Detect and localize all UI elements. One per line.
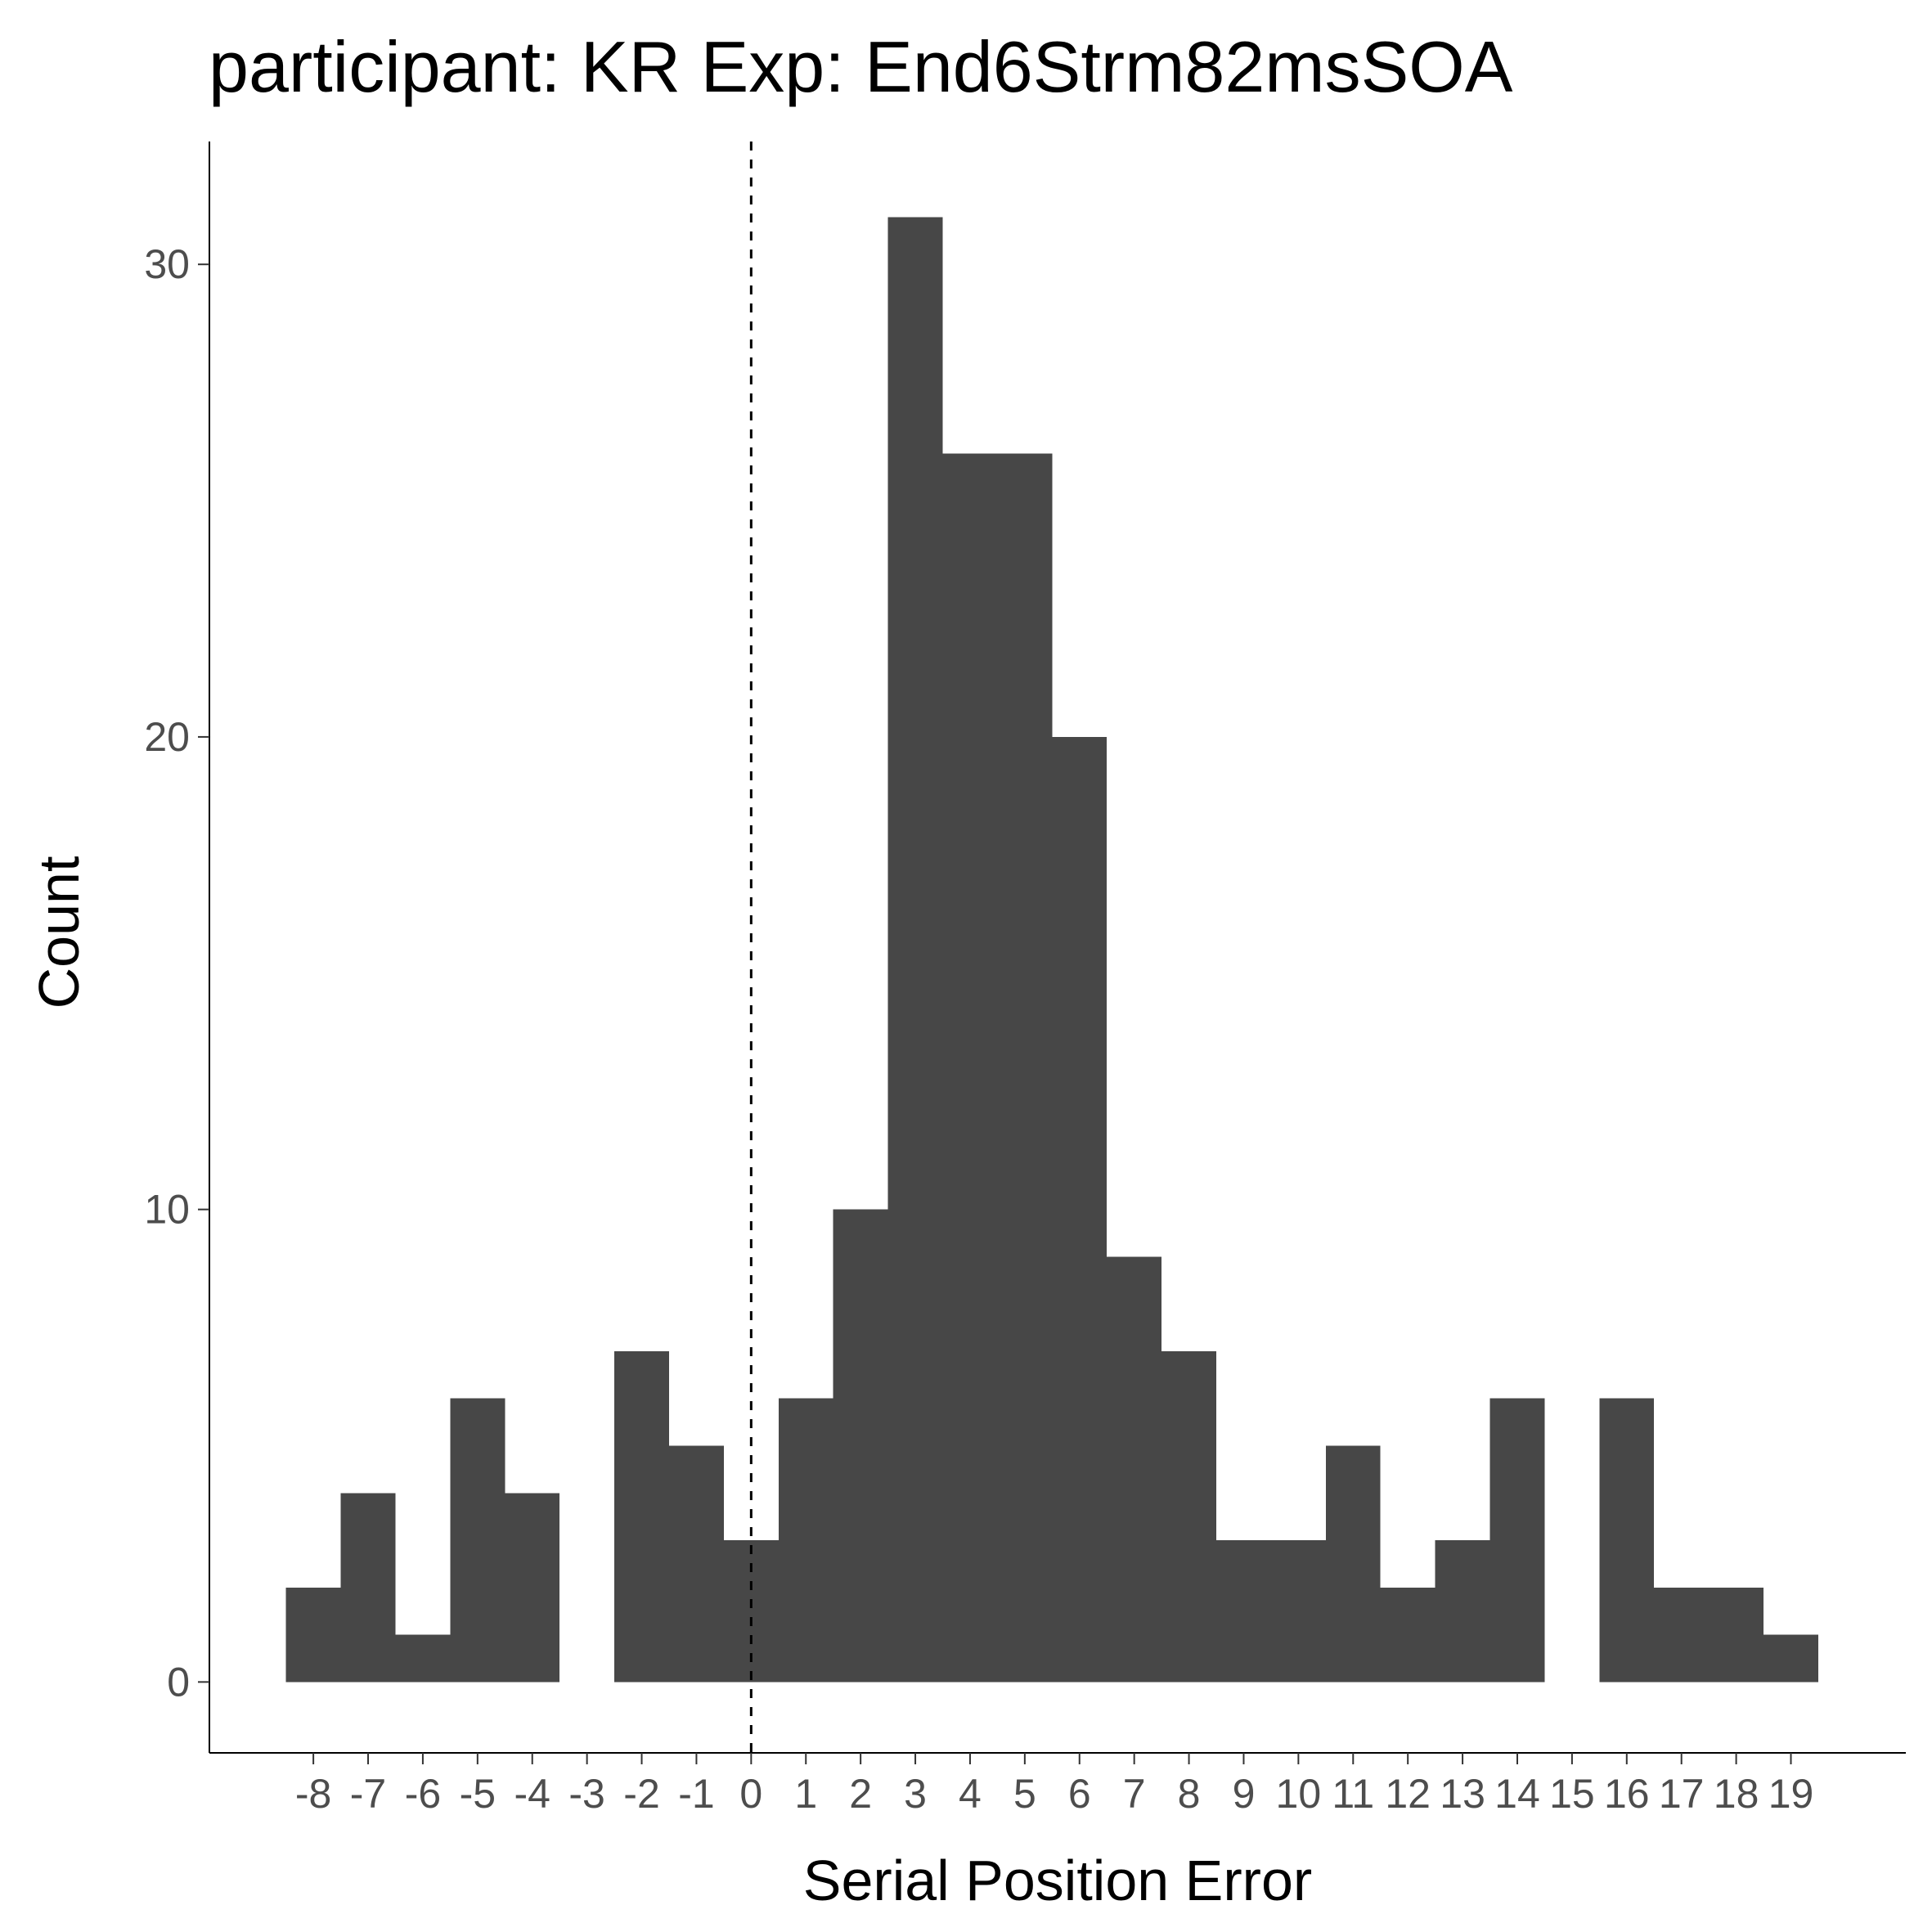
x-tick-label: -7: [350, 1771, 386, 1817]
histogram-bar: [340, 1493, 396, 1683]
x-tick-label: 0: [739, 1771, 762, 1817]
histogram-bar: [942, 453, 998, 1683]
histogram-bar: [1052, 736, 1108, 1683]
x-tick-label: 13: [1440, 1771, 1485, 1817]
x-tick-label: 8: [1178, 1771, 1201, 1817]
x-tick-label: 7: [1123, 1771, 1146, 1817]
y-tick-label: 20: [144, 714, 190, 760]
x-axis: -8 -7 -6 -5 -4 -3 -2 -1 0 1 2 3 4 5 6 7 8 9 10 11 12 13 14 15 16…: [295, 1753, 1813, 1817]
histogram-bar: [1380, 1587, 1436, 1683]
histogram-bar: [997, 453, 1053, 1683]
histogram-bar: [395, 1634, 451, 1683]
x-tick-label: -6: [405, 1771, 441, 1817]
histogram-bar: [450, 1398, 505, 1683]
histogram-bar: [614, 1350, 669, 1683]
histogram-bar: [1216, 1540, 1271, 1683]
x-tick-label: 11: [1332, 1771, 1374, 1817]
x-tick-label: -2: [623, 1771, 659, 1817]
x-tick-label: 4: [959, 1771, 982, 1817]
histogram-bar: [668, 1445, 724, 1683]
x-tick-label: -5: [460, 1771, 496, 1817]
x-tick-label: 15: [1549, 1771, 1595, 1817]
y-axis-title: Count: [27, 856, 91, 1009]
histogram-bar: [1325, 1445, 1381, 1683]
x-tick-label: 12: [1385, 1771, 1431, 1817]
histogram-bar: [1654, 1587, 1710, 1683]
histogram-bar: [1489, 1398, 1545, 1683]
x-tick-label: 3: [904, 1771, 927, 1817]
histogram-bar: [1107, 1256, 1162, 1683]
y-tick-label: 30: [144, 241, 190, 287]
x-tick-label: 16: [1604, 1771, 1650, 1817]
histogram-bar: [1435, 1540, 1490, 1683]
x-tick-label: 18: [1714, 1771, 1759, 1817]
bars: [285, 217, 1818, 1683]
histogram-bar: [1599, 1398, 1655, 1683]
histogram-bar: [285, 1587, 341, 1683]
x-tick-label: -1: [678, 1771, 714, 1817]
x-tick-label: -4: [514, 1771, 550, 1817]
y-tick-label: 0: [167, 1659, 190, 1705]
histogram-bar: [778, 1398, 833, 1683]
histogram-bar: [505, 1493, 560, 1683]
x-tick-label: 9: [1233, 1771, 1256, 1817]
x-tick-label: 17: [1659, 1771, 1705, 1817]
histogram-bar: [1709, 1587, 1764, 1683]
histogram-bar: [1764, 1634, 1818, 1683]
x-axis-title: Serial Position Error: [803, 1849, 1312, 1912]
x-tick-label: 1: [794, 1771, 817, 1817]
x-tick-label: 5: [1013, 1771, 1036, 1817]
histogram-bar: [1270, 1540, 1326, 1683]
x-tick-label: 6: [1068, 1771, 1091, 1817]
x-tick-label: 14: [1494, 1771, 1540, 1817]
histogram-bar: [1161, 1350, 1217, 1683]
y-tick-label: 10: [144, 1187, 190, 1233]
x-tick-label: 2: [849, 1771, 872, 1817]
x-tick-label: -3: [568, 1771, 604, 1817]
histogram-bar: [887, 217, 943, 1683]
x-tick-label: -8: [295, 1771, 331, 1817]
x-tick-label: 19: [1768, 1771, 1814, 1817]
chart-title: participant: KR Exp: End6Strm82msSOA: [209, 26, 1513, 107]
y-axis: 0 10 20 30: [144, 241, 209, 1705]
x-tick-label: 10: [1276, 1771, 1322, 1817]
histogram-bar: [833, 1209, 888, 1683]
